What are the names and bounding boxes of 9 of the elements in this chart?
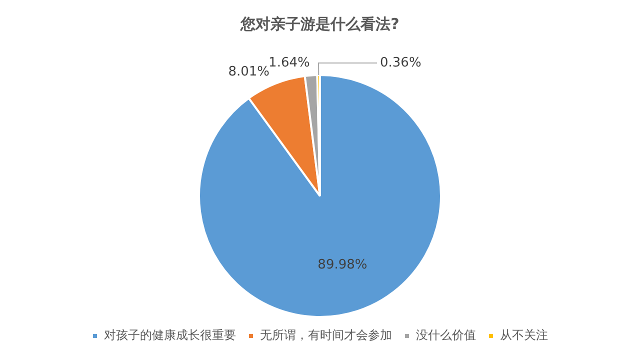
data-label: 89.98%	[318, 257, 368, 272]
legend-label: 没什么价值	[416, 328, 476, 342]
chart-title: 您对亲子游是什么看法?	[240, 14, 400, 33]
legend-label: 无所谓，有时间才会参加	[260, 328, 392, 342]
legend-label: 对孩子的健康成长很重要	[104, 328, 236, 342]
data-label: 0.36%	[380, 55, 422, 70]
legend-label: 从不关注	[500, 328, 548, 342]
data-label: 1.64%	[268, 56, 310, 71]
data-label: 8.01%	[228, 64, 270, 80]
